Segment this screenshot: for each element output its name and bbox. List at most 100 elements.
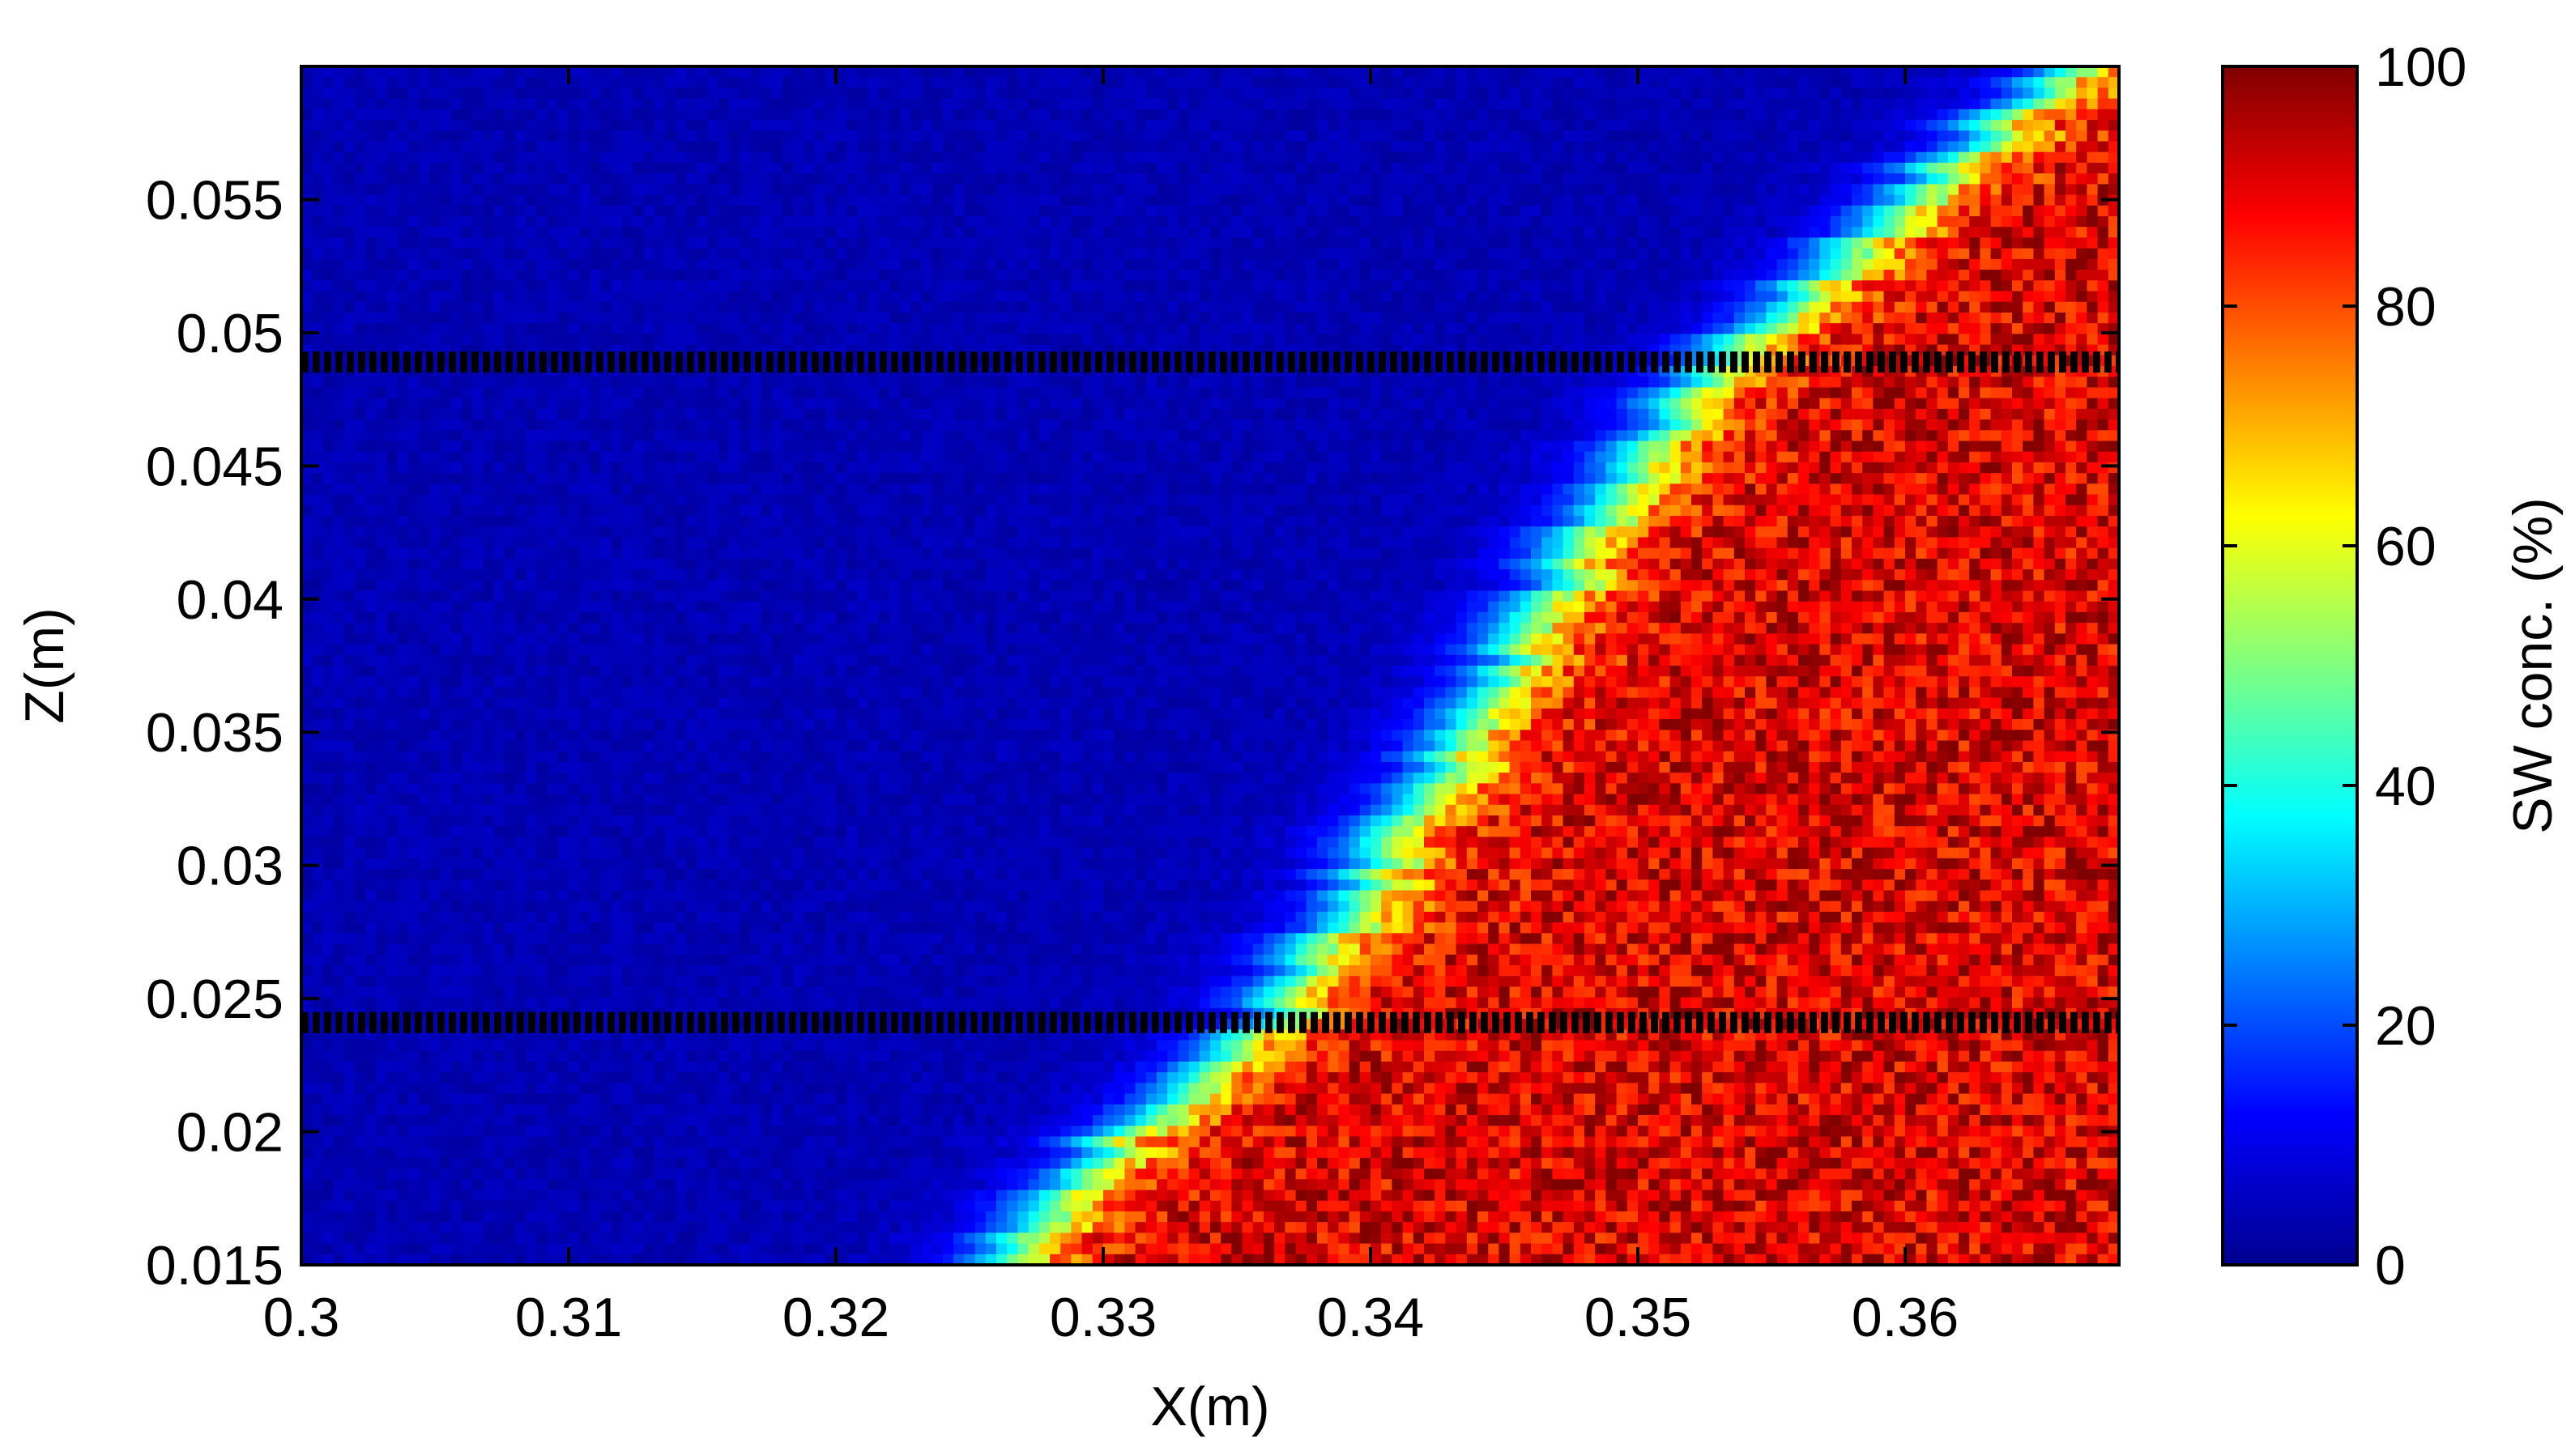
heatmap-cell [964, 162, 976, 174]
heatmap-cell [943, 194, 954, 206]
heatmap-cell [943, 248, 954, 260]
heatmap-cell [462, 194, 473, 206]
heatmap-cell [996, 216, 1008, 228]
heatmap-cell [1745, 312, 1756, 324]
heatmap-cell [1926, 291, 1938, 303]
heatmap-cell [1541, 248, 1554, 260]
heatmap-cell [343, 334, 356, 346]
heatmap-cell [1028, 227, 1040, 239]
heatmap-cell [2001, 237, 2013, 249]
heatmap-cell [1071, 184, 1083, 196]
heatmap-cell [397, 109, 409, 121]
heatmap-cell [1883, 237, 1895, 249]
heatmap-cell [889, 194, 901, 206]
heatmap-cell [1060, 109, 1072, 121]
heatmap-cell [2001, 130, 2013, 143]
heatmap [301, 66, 2120, 1266]
heatmap-cell [1830, 205, 1842, 217]
heatmap-cell [1733, 151, 1746, 164]
heatmap-cell [1723, 323, 1735, 335]
heatmap-cell [1969, 120, 1981, 132]
heatmap-cell [1060, 141, 1072, 153]
heatmap-cell [1081, 184, 1094, 196]
heatmap-cell [1626, 109, 1639, 121]
heatmap-cell [1819, 87, 1831, 100]
heatmap-cell [1638, 120, 1649, 132]
heatmap-cell [1274, 109, 1286, 121]
heatmap-cell [333, 87, 345, 100]
heatmap-cell [814, 66, 826, 79]
heatmap-cell [1317, 194, 1328, 206]
heatmap-cell [868, 237, 880, 249]
heatmap-cell [1456, 312, 1468, 324]
heatmap-cell [814, 141, 826, 153]
heatmap-cell [1852, 334, 1863, 346]
heatmap-cell [1477, 205, 1489, 217]
heatmap-cell [1702, 312, 1714, 324]
heatmap-cell [697, 130, 709, 143]
heatmap-cell [536, 248, 548, 260]
heatmap-cell [1638, 151, 1649, 164]
heatmap-cell [1648, 291, 1661, 303]
heatmap-cell [1242, 87, 1254, 100]
heatmap-cell [1980, 291, 1992, 303]
heatmap-cell [825, 109, 837, 121]
heatmap-cell [771, 98, 783, 110]
heatmap-cell [643, 227, 655, 239]
heatmap-cell [643, 258, 655, 270]
heatmap-cell [1905, 216, 1916, 228]
heatmap-cell [1905, 151, 1916, 164]
heatmap-cell [2054, 151, 2066, 164]
heatmap-cell [462, 205, 473, 217]
heatmap-cell [676, 66, 687, 79]
heatmap-cell [312, 291, 324, 303]
heatmap-cell [1776, 87, 1788, 100]
heatmap-cell [1028, 141, 1040, 153]
heatmap-cell [1712, 270, 1724, 282]
heatmap-cell [1306, 141, 1318, 153]
heatmap-cell [2012, 216, 2023, 228]
heatmap-cell [1541, 312, 1554, 324]
heatmap-cell [1103, 194, 1115, 206]
heatmap-cell [1819, 301, 1831, 313]
heatmap-cell [408, 323, 420, 335]
heatmap-cell [782, 323, 794, 335]
heatmap-cell [1745, 205, 1756, 217]
heatmap-cell [1862, 87, 1874, 100]
heatmap-cell [729, 258, 740, 270]
heatmap-cell [1188, 323, 1200, 335]
heatmap-cell [814, 87, 826, 100]
heatmap-cell [1819, 184, 1831, 196]
heatmap-cell [1562, 109, 1575, 121]
heatmap-cell [1466, 227, 1478, 239]
heatmap-cell [1990, 130, 2002, 143]
heatmap-cell [2097, 151, 2109, 164]
heatmap-cell [985, 184, 997, 196]
heatmap-cell [1905, 291, 1916, 303]
heatmap-cell [611, 377, 623, 389]
heatmap-cell [1221, 87, 1233, 100]
heatmap-cell [365, 280, 377, 292]
heatmap-cell [1178, 270, 1190, 282]
heatmap-cell [943, 280, 954, 292]
heatmap-cell [590, 227, 602, 239]
heatmap-cell [408, 141, 420, 153]
heatmap-cell [1081, 323, 1094, 335]
heatmap-cell [1680, 120, 1692, 132]
heatmap-cell [910, 184, 923, 196]
heatmap-cell [878, 227, 890, 239]
heatmap-cell [878, 109, 890, 121]
heatmap-cell [793, 377, 805, 389]
heatmap-cell [910, 216, 923, 228]
heatmap-cell [1178, 248, 1190, 260]
heatmap-cell [1103, 141, 1115, 153]
heatmap-cell [1306, 227, 1318, 239]
heatmap-cell [857, 109, 869, 121]
heatmap-cell [846, 184, 859, 196]
heatmap-cell [1252, 77, 1264, 89]
heatmap-cell [322, 248, 335, 260]
heatmap-cell [483, 205, 495, 217]
heatmap-cell [878, 301, 890, 313]
heatmap-cell [1520, 184, 1532, 196]
heatmap-cell [312, 120, 324, 132]
